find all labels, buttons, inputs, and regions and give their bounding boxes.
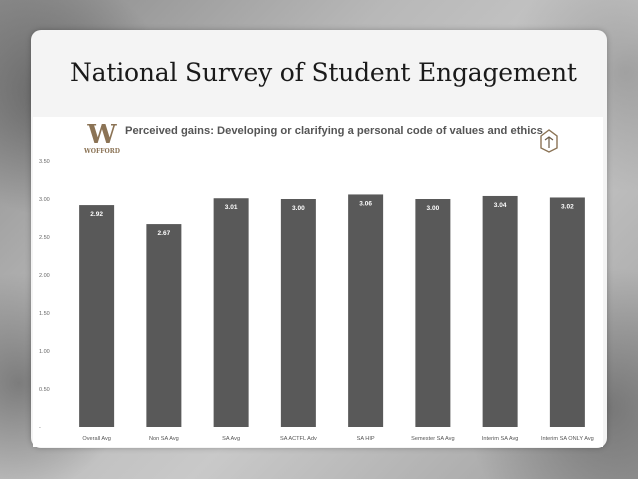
bar-chart: W WOFFORD Perceived gains: Developing or… bbox=[39, 120, 594, 442]
x-tick-label: Overall Avg bbox=[82, 436, 111, 442]
chart-area: W WOFFORD Perceived gains: Developing or… bbox=[33, 117, 603, 447]
bar-value-label: 3.06 bbox=[359, 200, 372, 207]
wofford-logo: W WOFFORD bbox=[83, 120, 120, 155]
bar-value-label: 3.00 bbox=[427, 205, 440, 212]
y-tick-label: - bbox=[39, 425, 41, 431]
bar-value-label: 2.67 bbox=[158, 230, 171, 237]
bar-value-label: 3.00 bbox=[292, 205, 305, 212]
crest-icon bbox=[540, 129, 558, 153]
bar-7 bbox=[482, 195, 518, 427]
x-tick-label: Non SA Avg bbox=[149, 436, 179, 442]
x-tick-label: Interim SA ONLY Avg bbox=[541, 436, 594, 442]
x-tick-label: Interim SA Avg bbox=[482, 436, 519, 442]
bar-8 bbox=[549, 197, 585, 427]
slide-title: National Survey of Student Engagement bbox=[70, 58, 577, 87]
x-tick-label: SA HIP bbox=[357, 436, 375, 442]
y-tick-label: 0.50 bbox=[39, 387, 50, 393]
bar-5 bbox=[348, 194, 384, 427]
bar-6 bbox=[415, 199, 451, 427]
bars-group: 2.92 2.67 3.01 3.00 3.06 3.00 3.04 3.02 bbox=[79, 194, 585, 427]
y-tick-label: 1.00 bbox=[39, 349, 50, 355]
bar-value-label: 3.04 bbox=[494, 202, 507, 209]
y-tick-label: 3.00 bbox=[39, 197, 50, 203]
bar-1 bbox=[79, 205, 115, 427]
x-tick-label: Semester SA Avg bbox=[411, 436, 454, 442]
y-tick-label: 2.50 bbox=[39, 235, 50, 241]
chart-title: Perceived gains: Developing or clarifyin… bbox=[125, 125, 543, 137]
y-tick-label: 2.00 bbox=[39, 273, 50, 279]
bar-value-label: 3.02 bbox=[561, 203, 574, 210]
y-axis: - 0.50 1.00 1.50 2.00 2.50 3.00 3.50 bbox=[39, 159, 50, 431]
bar-3 bbox=[213, 198, 249, 427]
bar-value-label: 3.01 bbox=[225, 204, 238, 211]
logo-word: WOFFORD bbox=[83, 148, 120, 155]
x-tick-label: SA Avg bbox=[222, 436, 240, 442]
x-tick-label: SA ACTFL Adv bbox=[280, 436, 317, 442]
y-tick-label: 1.50 bbox=[39, 311, 50, 317]
bar-value-label: 2.92 bbox=[90, 211, 103, 218]
x-axis: Overall Avg Non SA Avg SA Avg SA ACTFL Adv S… bbox=[82, 436, 593, 442]
bar-4 bbox=[280, 199, 316, 427]
y-tick-label: 3.50 bbox=[39, 159, 50, 165]
logo-letter: W bbox=[86, 120, 117, 150]
bar-2 bbox=[146, 224, 182, 427]
